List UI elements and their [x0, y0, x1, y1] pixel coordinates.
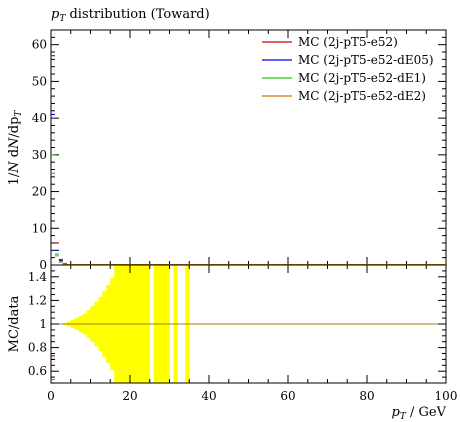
ratio-series [51, 323, 446, 384]
x-tick-label: 60 [280, 389, 295, 403]
main-y-tick-label: 20 [32, 185, 47, 199]
x-tick-label: 100 [435, 389, 458, 403]
chart-title: pT distribution (Toward) [51, 7, 210, 24]
main-y-tick-label: 50 [32, 74, 47, 88]
legend-entry: MC (2j-pT5-e52) [298, 35, 398, 49]
x-tick-label: 40 [201, 389, 216, 403]
main-plot-ticks: 0 10 20 30 40 50 60 [32, 30, 447, 272]
x-tick-label: 80 [359, 389, 374, 403]
legend-entry: MC (2j-pT5-e52-dE1) [298, 71, 426, 85]
ratio-y-tick-label: 1.4 [28, 270, 47, 284]
ratio-y-tick-label: 1 [39, 317, 47, 331]
legend-entry: MC (2j-pT5-e52-dE05) [298, 53, 434, 67]
ratio-y-tick-label: 1.2 [28, 293, 47, 307]
main-y-axis-label: 1/N dN/dpT [7, 110, 24, 186]
main-y-tick-label: 0 [39, 258, 47, 272]
main-y-tick-label: 40 [32, 111, 47, 125]
ratio-y-axis-label: MC/data [7, 295, 22, 352]
main-y-tick-label: 60 [32, 38, 47, 52]
ratio-y-tick-label: 0.6 [28, 364, 47, 378]
ratio-y-tick-label: 0.8 [28, 341, 47, 355]
x-tick-label: 20 [122, 389, 137, 403]
ratio-plot-ticks: 0.6 0.8 1 1.2 1.4 0 20 40 60 80 100 [28, 265, 458, 403]
x-axis-label: pT / GeV [392, 405, 447, 422]
main-y-tick-label: 30 [32, 148, 47, 162]
x-tick-label: 0 [47, 389, 55, 403]
legend-entry: MC (2j-pT5-e52-dE2) [298, 89, 426, 103]
legend: MC (2j-pT5-e52) MC (2j-pT5-e52-dE05) MC (2… [262, 35, 434, 103]
main-plot-series [51, 55, 446, 265]
main-y-tick-label: 10 [32, 221, 47, 235]
